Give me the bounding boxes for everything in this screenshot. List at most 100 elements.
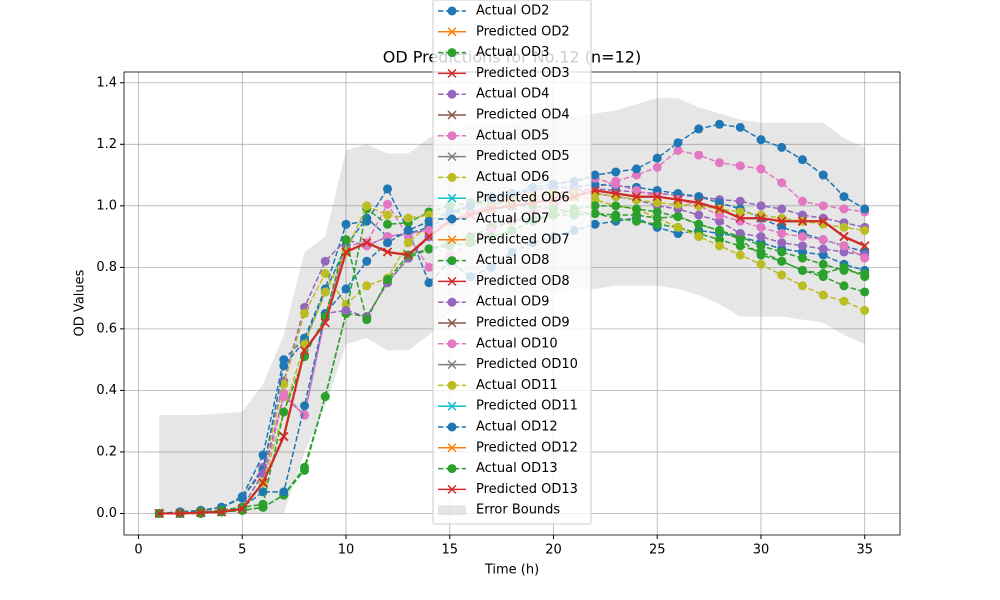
point	[341, 219, 351, 229]
point	[300, 401, 310, 411]
legend-marker	[447, 152, 457, 162]
legend-marker	[447, 235, 457, 245]
legend-marker	[447, 360, 457, 370]
point	[611, 167, 621, 177]
legend-label: Predicted OD12	[476, 440, 578, 455]
x-tick-label: 0	[134, 543, 142, 558]
point	[777, 270, 787, 280]
legend-label: Predicted OD4	[476, 108, 570, 123]
point	[756, 250, 766, 260]
legend-marker	[447, 89, 457, 99]
point	[320, 256, 330, 266]
point	[279, 361, 289, 371]
point	[424, 244, 434, 254]
x-marker	[714, 204, 725, 214]
point	[818, 170, 828, 180]
point	[818, 290, 828, 300]
legend-label: Predicted OD6	[476, 191, 570, 206]
point	[279, 407, 289, 417]
legend-marker	[447, 48, 457, 58]
point	[777, 238, 787, 248]
x-tick-label: 15	[441, 543, 458, 558]
point	[652, 219, 662, 229]
x-marker	[756, 213, 766, 223]
legend-label: Actual OD4	[476, 87, 549, 102]
x-marker	[818, 216, 828, 226]
legend-marker	[447, 193, 457, 203]
point	[777, 142, 787, 152]
x-marker	[631, 192, 642, 202]
point	[383, 199, 393, 209]
x-marker	[362, 238, 372, 248]
point	[590, 179, 600, 189]
point	[735, 207, 745, 217]
point	[860, 305, 870, 315]
point	[237, 493, 247, 503]
legend-label: Error Bounds	[476, 503, 560, 518]
legend-marker	[447, 27, 457, 37]
point	[818, 259, 828, 269]
legend-marker	[447, 484, 457, 494]
point	[652, 207, 662, 217]
x-marker	[237, 504, 247, 514]
point	[839, 204, 849, 214]
point	[777, 229, 787, 239]
legend-label: Actual OD3	[476, 45, 549, 60]
x-marker	[424, 232, 434, 242]
x-tick-label: 20	[545, 543, 562, 558]
point	[631, 204, 641, 214]
point	[403, 225, 413, 235]
x-marker	[258, 478, 268, 488]
x-axis-label: Time (h)	[484, 563, 539, 578]
legend-label: Actual OD9	[476, 295, 549, 310]
point	[424, 210, 434, 220]
x-marker	[403, 250, 413, 260]
legend-label: Predicted OD2	[476, 24, 570, 39]
point	[797, 196, 807, 206]
point	[694, 150, 704, 160]
legend-marker	[447, 297, 457, 307]
legend-label: Predicted OD10	[476, 357, 578, 372]
legend-label: Actual OD7	[476, 212, 549, 227]
x-marker	[673, 195, 683, 205]
point	[300, 462, 310, 472]
point	[403, 213, 413, 223]
point	[279, 355, 289, 365]
point	[424, 278, 434, 288]
point	[362, 281, 372, 291]
point	[714, 119, 724, 129]
point	[279, 379, 289, 389]
x-marker	[216, 507, 227, 517]
point	[756, 135, 766, 145]
point	[279, 487, 289, 497]
point	[839, 281, 849, 291]
series-line	[159, 198, 865, 515]
point	[611, 210, 621, 220]
point	[673, 145, 683, 155]
point	[860, 272, 870, 282]
point	[797, 265, 807, 275]
point	[839, 241, 849, 251]
point	[362, 201, 372, 211]
x-marker	[279, 432, 289, 442]
point	[714, 225, 724, 235]
point	[694, 124, 704, 134]
x-marker	[777, 216, 787, 226]
legend-marker	[447, 401, 457, 411]
y-tick-label: 0.2	[96, 444, 117, 459]
point	[341, 305, 351, 315]
point	[673, 138, 683, 148]
x-tick-label: 5	[238, 543, 246, 558]
x-marker	[590, 185, 600, 195]
point	[797, 253, 807, 263]
point	[694, 210, 704, 220]
point	[217, 505, 227, 515]
point	[818, 235, 828, 245]
x-tick-label: 25	[649, 543, 666, 558]
point	[611, 179, 621, 189]
point	[652, 185, 662, 195]
legend-label: Actual OD12	[476, 420, 558, 435]
legend-label: Predicted OD7	[476, 232, 570, 247]
point	[320, 287, 330, 297]
point	[714, 158, 724, 168]
